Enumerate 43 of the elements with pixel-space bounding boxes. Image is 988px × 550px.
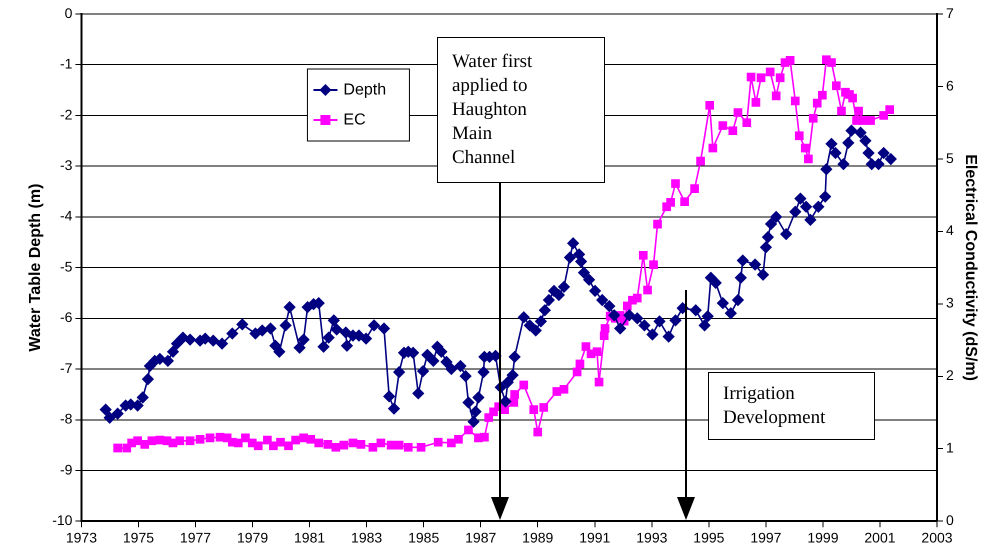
y-tick-label: -5 bbox=[60, 258, 73, 274]
y2-tick-label: 1 bbox=[946, 440, 954, 456]
x-tick-label: 1991 bbox=[579, 529, 611, 546]
y-tick-label: -6 bbox=[60, 309, 73, 326]
x-tick-label: 1981 bbox=[294, 529, 326, 546]
x-tick-label: 1985 bbox=[408, 529, 440, 546]
text-box: Irrigation Development bbox=[708, 372, 875, 440]
y-tick-label: 0 bbox=[64, 4, 73, 21]
x-tick-label: 2003 bbox=[921, 529, 953, 546]
x-tick-label: 1979 bbox=[236, 529, 268, 546]
x-tick-label: 1975 bbox=[122, 529, 154, 546]
x-tick-label: 1999 bbox=[807, 529, 839, 546]
y-tick-label: -4 bbox=[60, 208, 73, 224]
y2-tick-label: 5 bbox=[946, 150, 954, 166]
y-tick-label: -3 bbox=[60, 157, 73, 174]
x-tick-label: 1983 bbox=[351, 529, 382, 546]
x-tick-label: 1973 bbox=[66, 529, 98, 546]
y2-tick-label: 2 bbox=[946, 367, 954, 384]
x-tick-label: 2001 bbox=[864, 529, 896, 546]
y2-tick-label: 7 bbox=[946, 4, 954, 21]
y2-axis-title: Electrical Conductivity (dS/m) bbox=[962, 154, 979, 381]
y-tick-label: -1 bbox=[60, 56, 73, 72]
x-tick-label: 1997 bbox=[750, 529, 782, 546]
y-tick-label: -7 bbox=[60, 360, 73, 376]
y-axis-title: Water Table Depth (m) bbox=[27, 184, 44, 352]
x-tick-label: 1993 bbox=[636, 529, 668, 546]
y2-tick-label: 0 bbox=[946, 512, 954, 528]
x-tick-label: 1977 bbox=[180, 529, 212, 546]
x-tick-label: 1995 bbox=[693, 529, 725, 546]
y2-tick-label: 4 bbox=[946, 222, 954, 238]
annotation: Irrigation Development bbox=[723, 382, 826, 430]
x-tick-label: 1989 bbox=[522, 529, 554, 546]
annotation: Water first applied to Haughton Main Channel bbox=[452, 50, 534, 170]
y2-tick-label: 6 bbox=[946, 77, 954, 94]
legend-label: EC bbox=[343, 111, 366, 128]
legend-label: Depth bbox=[343, 81, 386, 98]
y-tick-label: -9 bbox=[60, 461, 73, 478]
x-tick-label: 1987 bbox=[465, 529, 496, 546]
y2-tick-label: 3 bbox=[946, 294, 954, 311]
text-box: Water first applied to Haughton Main Channel bbox=[437, 37, 605, 183]
y-tick-label: -10 bbox=[52, 512, 73, 528]
y-tick-label: -2 bbox=[60, 106, 73, 122]
y-tick-label: -8 bbox=[60, 410, 73, 427]
